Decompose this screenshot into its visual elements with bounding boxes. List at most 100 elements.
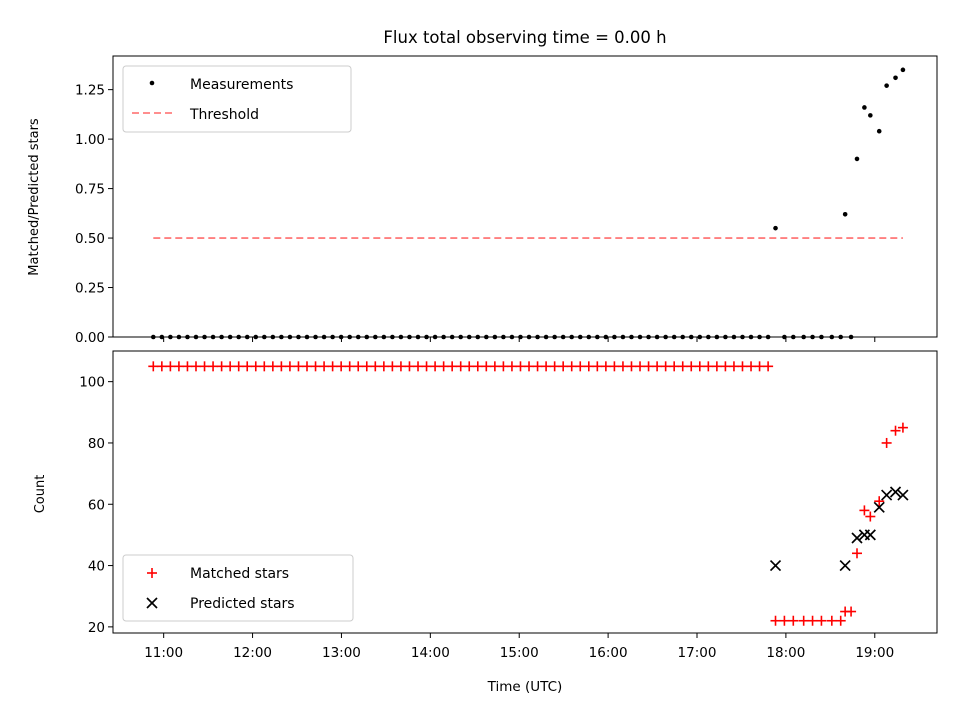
top-legend: Measurements Threshold bbox=[122, 65, 352, 133]
matched-star-point bbox=[897, 422, 908, 433]
legend-measurements-marker bbox=[149, 80, 155, 86]
top-y-tick-label: 0.25 bbox=[75, 281, 105, 297]
top-x-ticks bbox=[163, 337, 876, 342]
matched-star-point bbox=[826, 615, 837, 626]
bottom-y-tick-label: 60 bbox=[88, 497, 105, 513]
predicted-star-point bbox=[839, 559, 851, 572]
bottom-x-tick-label: 12:00 bbox=[233, 645, 272, 661]
matched-star-point bbox=[524, 361, 535, 372]
predicted-star-point bbox=[889, 486, 902, 498]
matched-star-point bbox=[173, 361, 184, 372]
matched-star-point bbox=[233, 361, 244, 372]
matched-star-point bbox=[344, 361, 355, 372]
bottom-y-axis-label: Count bbox=[33, 475, 48, 514]
matched-star-point bbox=[199, 361, 210, 372]
matched-star-point bbox=[319, 361, 330, 372]
bottom-x-tick-label: 16:00 bbox=[589, 645, 628, 661]
matched-star-point bbox=[754, 361, 765, 372]
matched-star-point bbox=[859, 505, 870, 516]
matched-star-point bbox=[669, 361, 680, 372]
matched-star-point bbox=[395, 361, 406, 372]
matched-star-point bbox=[816, 615, 827, 626]
matched-star-point bbox=[421, 361, 432, 372]
top-y-tick-label: 1.25 bbox=[75, 83, 105, 99]
matched-star-point bbox=[643, 361, 654, 372]
measurement-point bbox=[868, 113, 873, 118]
legend-threshold-label: Threshold bbox=[189, 107, 259, 123]
bottom-x-tick-label: 14:00 bbox=[411, 645, 450, 661]
matched-star-point bbox=[387, 361, 398, 372]
matched-star-point bbox=[370, 361, 381, 372]
legend-matched-marker bbox=[147, 568, 157, 578]
matched-star-point bbox=[506, 361, 517, 372]
matched-star-point bbox=[165, 361, 176, 372]
bottom-x-tick-label: 11:00 bbox=[144, 645, 183, 661]
matched-star-point bbox=[835, 615, 846, 626]
matched-star-point bbox=[770, 615, 781, 626]
predicted-star-point bbox=[873, 501, 885, 513]
matched-star-point bbox=[455, 361, 466, 372]
top-legend-box bbox=[122, 65, 352, 133]
matched-star-point bbox=[293, 361, 304, 372]
bottom-x-tick-label: 18:00 bbox=[766, 645, 805, 661]
matched-star-point bbox=[874, 496, 885, 507]
matched-star-point bbox=[489, 361, 500, 372]
bottom-x-axis-label: Time (UTC) bbox=[487, 679, 563, 695]
matched-star-point bbox=[361, 361, 372, 372]
top-y-tick-label: 0.50 bbox=[75, 231, 105, 247]
matched-star-point bbox=[788, 615, 799, 626]
matched-star-point bbox=[182, 361, 193, 372]
matched-star-point bbox=[798, 615, 809, 626]
matched-star-point bbox=[156, 361, 167, 372]
measurement-point bbox=[900, 67, 906, 73]
matched-star-point bbox=[660, 361, 671, 372]
top-y-axis-label: Matched/Predicted stars bbox=[27, 118, 42, 276]
matched-star-point bbox=[378, 361, 389, 372]
bottom-y-tick-label: 80 bbox=[88, 436, 105, 452]
matched-star-point bbox=[515, 361, 526, 372]
matched-star-point bbox=[583, 361, 594, 372]
matched-star-point bbox=[267, 361, 278, 372]
matched-star-point bbox=[703, 361, 714, 372]
matched-star-point bbox=[566, 361, 577, 372]
matched-star-point bbox=[720, 361, 731, 372]
matched-star-point bbox=[498, 361, 509, 372]
top-y-tick-label: 1.00 bbox=[75, 132, 105, 148]
legend-measurements-label: Measurements bbox=[190, 77, 293, 93]
matched-star-point bbox=[652, 361, 663, 372]
bottom-x-ticks: 11:00 12:00 13:00 14:00 15:00 16:00 17:00 18:00… bbox=[144, 633, 894, 661]
matched-star-point bbox=[216, 361, 227, 372]
measurement-point bbox=[884, 83, 889, 88]
matched-star-point bbox=[353, 361, 364, 372]
measurement-point bbox=[893, 75, 898, 81]
bottom-legend-box bbox=[122, 554, 354, 622]
bottom-plot-frame bbox=[112, 350, 938, 634]
matched-star-point bbox=[481, 361, 492, 372]
legend-predicted-label: Predicted stars bbox=[190, 596, 295, 612]
measurement-point bbox=[854, 156, 860, 162]
matched-star-point bbox=[600, 361, 611, 372]
matched-star-point bbox=[746, 361, 757, 372]
matched-star-point bbox=[694, 361, 705, 372]
matched-star-point bbox=[881, 437, 892, 448]
measurement-point bbox=[876, 128, 882, 134]
matched-star-point bbox=[890, 425, 901, 436]
matched-star-point bbox=[609, 361, 620, 372]
bottom-x-tick-label: 15:00 bbox=[500, 645, 539, 661]
bottom-y-ticks: 20 40 60 80 100 bbox=[79, 375, 113, 636]
measurement-point bbox=[773, 225, 778, 231]
legend-matched-label: Matched stars bbox=[190, 566, 289, 582]
matched-star-point bbox=[250, 361, 261, 372]
predicted-star-point bbox=[769, 559, 782, 572]
bottom-y-tick-label: 20 bbox=[88, 620, 105, 636]
bottom-x-tick-label: 13:00 bbox=[322, 645, 361, 661]
matched-star-point bbox=[728, 361, 739, 372]
matched-star-point bbox=[208, 361, 219, 372]
bottom-chart-marks bbox=[148, 361, 909, 626]
top-chart-title: Flux total observing time = 0.00 h bbox=[383, 28, 666, 47]
legend-predicted-marker bbox=[146, 597, 158, 609]
matched-star-point bbox=[558, 361, 569, 372]
matched-star-point bbox=[413, 361, 424, 372]
matched-star-point bbox=[148, 361, 159, 372]
